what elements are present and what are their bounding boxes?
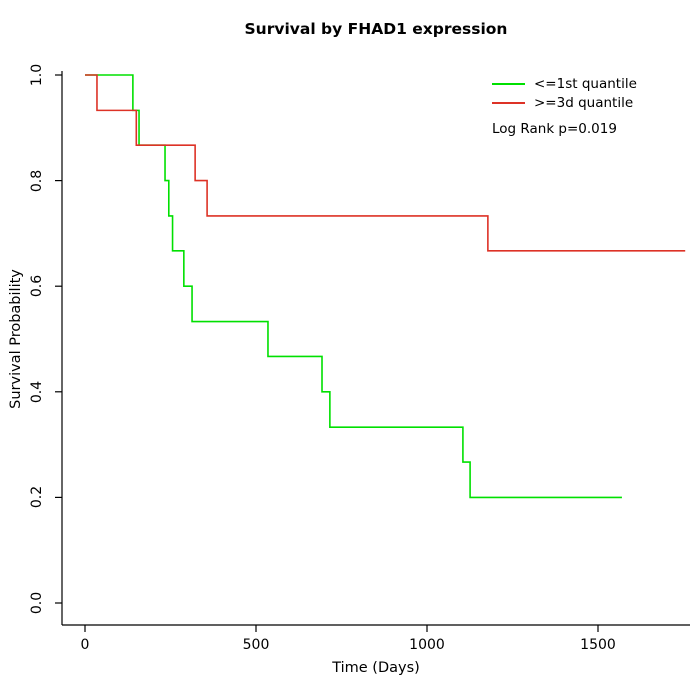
x-tick-label: 0: [80, 637, 90, 653]
x-axis-label: Time (Days): [332, 660, 420, 676]
x-tick-label: 1000: [409, 637, 445, 653]
green-line-swatch: [492, 82, 525, 85]
legend-label: >=3d quantile: [534, 94, 634, 111]
y-tick-label: 0.4: [29, 380, 45, 403]
y-tick-label: 0.0: [29, 591, 45, 615]
y-tick-label: 0.2: [29, 486, 45, 509]
red-line-swatch: [492, 101, 525, 104]
legend-item-low-expression: <=1st quantile: [492, 74, 637, 93]
legend: <=1st quantile >=3d quantile Log Rank p=…: [492, 74, 637, 137]
survival-curve-1: [85, 74, 686, 252]
legend-label: <=1st quantile: [534, 75, 637, 92]
x-tick-label: 500: [242, 637, 270, 653]
legend-item-high-expression: >=3d quantile: [492, 93, 637, 112]
y-tick-label: 0.8: [29, 169, 45, 192]
x-tick-label: 1500: [580, 637, 616, 653]
log-rank-pvalue: Log Rank p=0.019: [492, 121, 617, 137]
y-tick-label: 0.6: [29, 275, 45, 298]
survival-curve-0: [85, 74, 622, 499]
y-tick-label: 1.0: [29, 63, 45, 87]
chart-title: Survival by FHAD1 expression: [244, 20, 508, 38]
